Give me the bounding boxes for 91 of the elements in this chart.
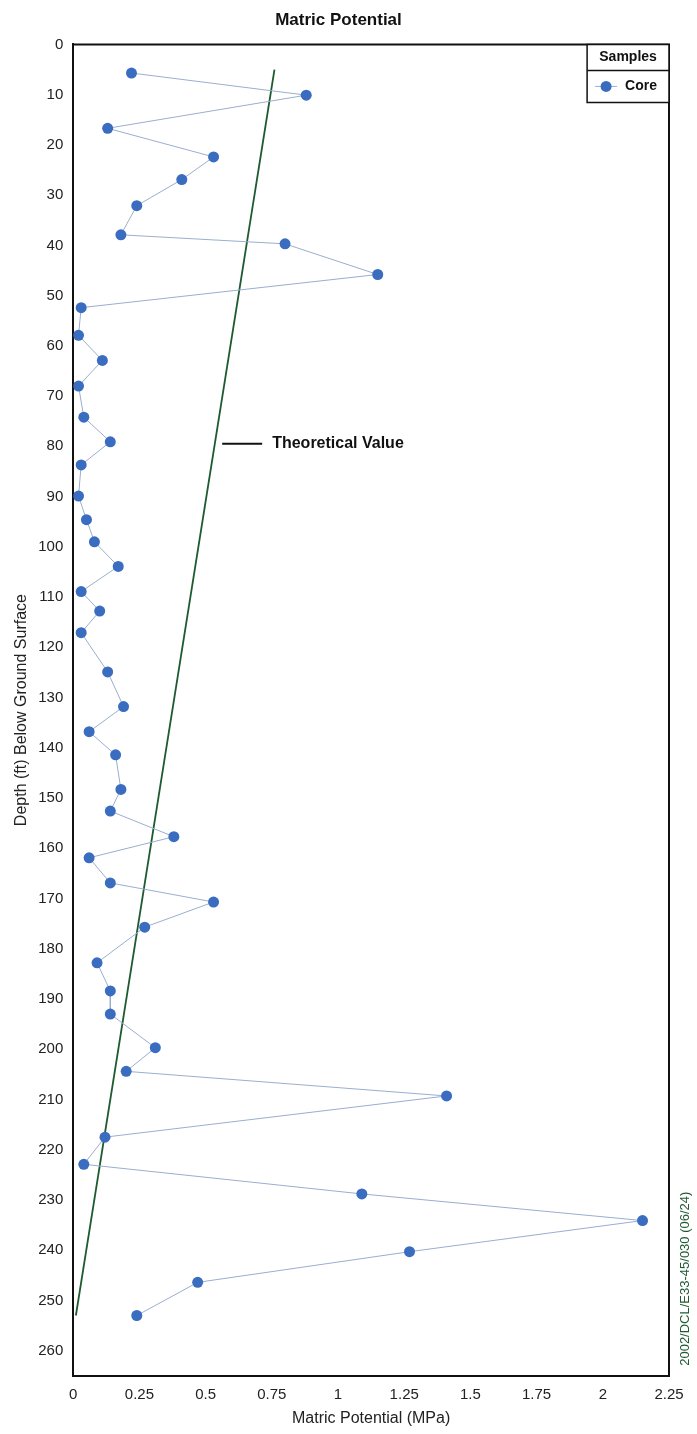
y-tick-label: 160 [38,838,64,856]
y-tick-label: 110 [39,587,64,605]
x-tick-label: 1.25 [389,1384,419,1402]
point [112,560,124,572]
point [83,726,95,738]
point [83,852,95,864]
y-tick-label: 70 [46,386,64,404]
point [73,490,85,502]
point [78,411,90,423]
y-tick-label: 60 [46,335,64,353]
point [356,1188,368,1200]
text: Theoretical Value [272,434,404,452]
point [73,380,85,392]
point [88,536,100,548]
y-tick-label: 90 [46,486,64,504]
y-tick-label: 130 [38,687,64,705]
point [96,354,108,366]
y-tick-label: 180 [38,938,64,956]
y-tick-label: 240 [38,1240,64,1258]
point [372,269,384,281]
x-tick-label: 0.25 [124,1384,155,1402]
point [637,1215,649,1227]
point [75,459,87,471]
y-tick-label: 80 [46,436,64,454]
point [102,122,114,134]
x-axis-title: Matric Potential (MPa) [291,1408,451,1426]
point [131,1310,143,1322]
y-tick-label: 200 [38,1039,64,1057]
text: 2002/DCL/E33-45/030 (06/24) [676,1191,692,1366]
x-tick-label: 2 [598,1384,607,1402]
y-tick-label: 140 [38,737,64,755]
x-tick-label: 1 [333,1384,343,1402]
y-tick-label: 230 [38,1190,64,1208]
point [149,1042,161,1054]
point [300,89,312,101]
y-tick-label: 260 [38,1340,64,1358]
point [75,302,87,314]
y-tick-label: 0 [54,34,64,52]
legend-title: Samples [599,48,658,65]
y-tick-label: 30 [46,185,64,203]
point [99,1131,111,1143]
x-tick-label: 1.5 [459,1384,481,1402]
y-tick-label: 50 [46,285,64,303]
y-tick-label: 220 [38,1139,64,1157]
y-tick-label: 170 [38,888,64,906]
y-tick-label: 10 [46,84,64,102]
x-tick-label: 0 [69,1384,78,1402]
y-tick-label: 210 [38,1089,64,1107]
y-tick-label: 190 [38,989,64,1007]
y-tick-label: 20 [46,135,64,153]
point [115,783,127,795]
point [120,1065,132,1077]
point [139,921,151,933]
y-axis-title: Depth (ft) Below Ground Surface [12,593,30,827]
chart-title: Matric Potential [275,9,402,29]
point [192,1276,204,1288]
x-tick-label: 0.75 [257,1384,287,1402]
point [104,877,116,889]
y-tick-label: 100 [38,536,64,554]
point [279,238,291,250]
x-tick-label: 2.25 [654,1384,684,1402]
y-tick-label: 40 [46,235,64,253]
point [118,701,130,713]
point [104,436,116,448]
point [176,174,188,186]
x-tick-label: 0.5 [195,1384,217,1402]
point [131,200,143,212]
point [73,329,85,341]
y-tick-label: 120 [38,637,64,655]
y-tick-label: 150 [38,788,64,806]
point [104,985,116,997]
point [104,805,116,817]
point [104,1008,116,1020]
legend-label: Core [625,77,658,94]
point [208,151,220,163]
point [115,229,127,241]
point [75,586,87,598]
point [125,67,137,79]
y-tick-label: 250 [38,1290,64,1308]
point [168,831,180,843]
point [208,896,220,908]
point [78,1158,90,1170]
point [94,605,106,617]
point [91,957,103,969]
point [110,749,122,761]
point [102,666,114,678]
point [75,627,87,639]
point [441,1090,453,1102]
x-tick-label: 1.75 [522,1384,552,1402]
point [404,1246,416,1258]
point [80,514,92,526]
